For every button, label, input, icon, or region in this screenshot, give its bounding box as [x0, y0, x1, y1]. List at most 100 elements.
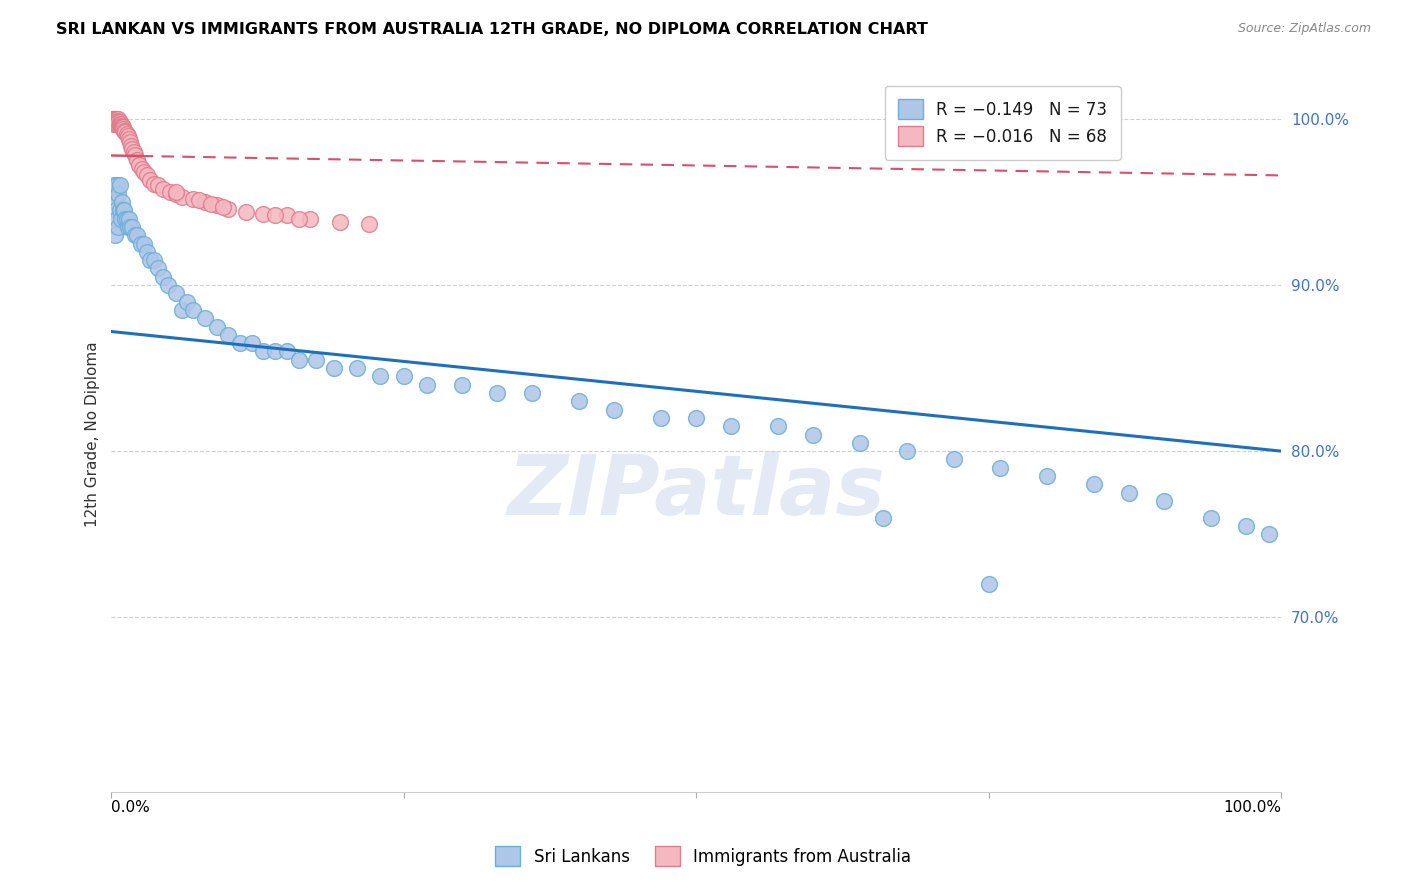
Point: [135, 169, 157, 183]
Legend: Sri Lankans, Immigrants from Australia: Sri Lankans, Immigrants from Australia: [486, 838, 920, 875]
Point: [103, 117, 125, 131]
Text: SRI LANKAN VS IMMIGRANTS FROM AUSTRALIA 12TH GRADE, NO DIPLOMA CORRELATION CHART: SRI LANKAN VS IMMIGRANTS FROM AUSTRALIA …: [56, 22, 928, 37]
Point: [142, 253, 165, 268]
Point: [217, 327, 239, 342]
Point: [148, 261, 170, 276]
Point: [188, 194, 211, 208]
Point: [205, 319, 228, 334]
Point: [322, 361, 344, 376]
Point: [115, 127, 138, 141]
Point: [121, 219, 143, 234]
Point: [112, 203, 135, 218]
Point: [115, 211, 138, 226]
Point: [299, 211, 322, 226]
Point: [139, 253, 162, 268]
Point: [942, 452, 965, 467]
Point: [128, 158, 150, 172]
Point: [107, 115, 129, 129]
Point: [287, 352, 309, 367]
Point: [165, 185, 187, 199]
Point: [114, 211, 136, 226]
Point: [121, 142, 143, 156]
Point: [142, 177, 165, 191]
Point: [104, 113, 127, 128]
Point: [156, 278, 179, 293]
Point: [148, 178, 170, 193]
Point: [1153, 494, 1175, 508]
Point: [120, 138, 142, 153]
Point: [194, 194, 217, 209]
Point: [392, 369, 415, 384]
Point: [120, 219, 142, 234]
Point: [849, 435, 872, 450]
Point: [240, 336, 263, 351]
Legend: R = −0.149   N = 73, R = −0.016   N = 68: R = −0.149 N = 73, R = −0.016 N = 68: [884, 86, 1121, 160]
Point: [127, 228, 149, 243]
Point: [111, 120, 134, 135]
Point: [103, 178, 125, 193]
Point: [134, 165, 156, 179]
Point: [105, 113, 128, 128]
Point: [650, 410, 672, 425]
Point: [152, 269, 174, 284]
Point: [103, 112, 125, 126]
Point: [101, 112, 124, 126]
Point: [105, 115, 128, 129]
Point: [1083, 477, 1105, 491]
Point: [205, 198, 228, 212]
Point: [101, 115, 124, 129]
Point: [105, 203, 128, 218]
Point: [112, 122, 135, 136]
Point: [112, 203, 135, 218]
Point: [522, 386, 544, 401]
Point: [766, 419, 789, 434]
Point: [108, 203, 131, 218]
Point: [896, 444, 918, 458]
Point: [159, 185, 181, 199]
Point: [170, 190, 193, 204]
Point: [486, 386, 509, 401]
Point: [416, 377, 439, 392]
Point: [107, 219, 129, 234]
Point: [105, 112, 128, 126]
Point: [211, 200, 233, 214]
Point: [276, 344, 298, 359]
Point: [194, 311, 217, 326]
Point: [135, 244, 157, 259]
Point: [108, 178, 131, 193]
Point: [107, 112, 129, 126]
Point: [110, 119, 132, 133]
Point: [1036, 469, 1059, 483]
Point: [104, 112, 127, 126]
Point: [112, 123, 135, 137]
Point: [105, 117, 128, 131]
Point: [1234, 519, 1257, 533]
Point: [105, 113, 128, 128]
Point: [108, 119, 131, 133]
Point: [110, 117, 132, 131]
Point: [101, 112, 124, 126]
Point: [107, 113, 129, 128]
Point: [346, 361, 368, 376]
Point: [152, 182, 174, 196]
Point: [107, 186, 129, 201]
Point: [252, 344, 274, 359]
Point: [108, 117, 131, 131]
Point: [127, 153, 149, 168]
Point: [110, 211, 132, 226]
Point: [118, 132, 141, 146]
Point: [114, 125, 136, 139]
Point: [103, 113, 125, 128]
Point: [1199, 510, 1222, 524]
Point: [103, 115, 125, 129]
Point: [122, 145, 145, 160]
Point: [685, 410, 707, 425]
Point: [568, 394, 591, 409]
Y-axis label: 12th Grade, No Diploma: 12th Grade, No Diploma: [86, 342, 100, 527]
Point: [872, 510, 894, 524]
Point: [328, 215, 350, 229]
Point: [235, 205, 257, 219]
Text: 100.0%: 100.0%: [1223, 800, 1281, 815]
Point: [264, 344, 287, 359]
Point: [104, 228, 127, 243]
